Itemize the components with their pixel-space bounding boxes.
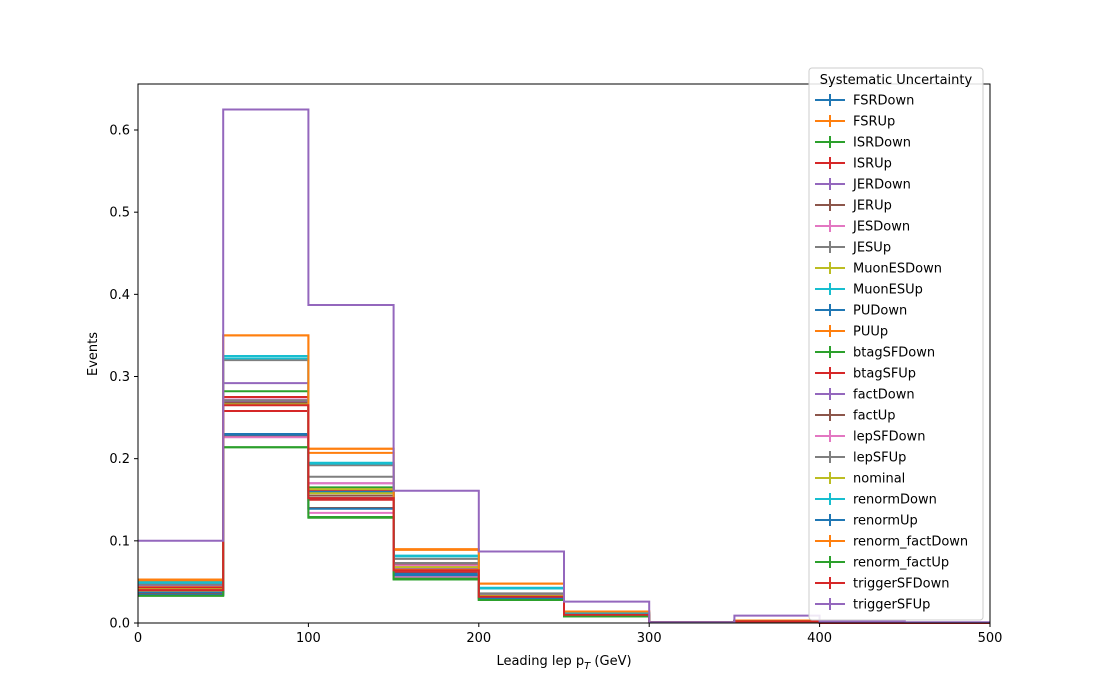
legend-label: nominal: [853, 472, 905, 487]
legend-entry-MuonESDown: MuonESDown: [815, 262, 942, 277]
legend: Systematic Uncertainty FSRDown FSRUp ISRDow…: [808, 67, 984, 621]
plot-frame: [137, 83, 991, 624]
legend-label: renormDown: [853, 493, 937, 508]
legend-label: FSRDown: [853, 94, 914, 109]
legend-label: lepSFDown: [853, 430, 925, 445]
legend-entry-triggerSFUp: triggerSFUp: [815, 598, 930, 613]
y-axis-label: Events: [86, 332, 101, 376]
y-tick-label: 0.3: [109, 370, 130, 385]
y-tick-label: 0.4: [109, 288, 130, 303]
legend-entry-ISRUp: ISRUp: [815, 157, 892, 172]
legend-label: JERDown: [852, 178, 911, 193]
x-tick-label: 0: [134, 631, 142, 646]
legend-label: renormUp: [853, 514, 918, 529]
legend-label: FSRUp: [853, 115, 895, 130]
legend-entry-renorm_factUp: renorm_factUp: [815, 556, 949, 571]
legend-entry-MuonESUp: MuonESUp: [815, 283, 923, 298]
legend-entry-PUUp: PUUp: [815, 325, 888, 340]
y-tick-label: 0.2: [109, 452, 130, 467]
legend-label: triggerSFUp: [853, 598, 930, 613]
legend-entry-JESDown: JESDown: [815, 220, 910, 235]
legend-label: renorm_factDown: [853, 535, 968, 550]
legend-label: btagSFUp: [853, 367, 916, 382]
x-axis-label: Leading lep pT (GeV): [496, 654, 631, 672]
x-tick-label: 300: [637, 631, 662, 646]
x-axis: 0 100 200 300 400 500: [134, 623, 1003, 646]
legend-entry-btagSFDown: btagSFDown: [815, 346, 935, 361]
legend-entry-renormDown: renormDown: [815, 493, 937, 508]
legend-label: MuonESDown: [853, 262, 942, 277]
legend-label: ISRDown: [853, 136, 911, 151]
legend-entry-nominal: nominal: [815, 472, 905, 487]
legend-label: PUDown: [853, 304, 907, 319]
legend-label: factDown: [853, 388, 915, 403]
legend-label: btagSFDown: [853, 346, 935, 361]
legend-label: JESDown: [852, 220, 910, 235]
legend-entry-JERUp: JERUp: [815, 199, 892, 214]
x-tick-label: 100: [296, 631, 321, 646]
y-tick-label: 0.1: [109, 534, 130, 549]
legend-title: Systematic Uncertainty: [820, 73, 973, 88]
legend-entry-triggerSFDown: triggerSFDown: [815, 577, 949, 592]
x-tick-label: 500: [978, 631, 1003, 646]
x-tick-label: 200: [466, 631, 491, 646]
legend-label: MuonESUp: [853, 283, 923, 298]
x-tick-label: 400: [807, 631, 832, 646]
legend-entry-JESUp: JESUp: [815, 241, 891, 256]
legend-entry-ISRDown: ISRDown: [815, 136, 911, 151]
legend-label: factUp: [853, 409, 896, 424]
legend-entry-FSRDown: FSRDown: [815, 94, 914, 109]
legend-entry-factUp: factUp: [815, 409, 896, 424]
legend-entry-FSRUp: FSRUp: [815, 115, 895, 130]
legend-entry-JERDown: JERDown: [815, 178, 911, 193]
legend-label: JESUp: [852, 241, 891, 256]
y-tick-label: 0.6: [109, 124, 130, 139]
legend-entry-lepSFUp: lepSFUp: [815, 451, 906, 466]
y-tick-label: 0.0: [109, 617, 130, 632]
y-axis: 0.0 0.1 0.2 0.3 0.4 0.5 0.6: [109, 124, 138, 632]
legend-label: ISRUp: [853, 157, 892, 172]
legend-box: [808, 67, 984, 621]
legend-label: triggerSFDown: [853, 577, 949, 592]
legend-entry-btagSFUp: btagSFUp: [815, 367, 916, 382]
legend-entry-PUDown: PUDown: [815, 304, 907, 319]
legend-entry-factDown: factDown: [815, 388, 915, 403]
y-tick-label: 0.5: [109, 206, 130, 221]
legend-label: renorm_factUp: [853, 556, 949, 571]
legend-label: PUUp: [853, 325, 888, 340]
legend-label: JERUp: [852, 199, 892, 214]
legend-entry-renormUp: renormUp: [815, 514, 918, 529]
legend-entry-renorm_factDown: renorm_factDown: [815, 535, 968, 550]
legend-label: lepSFUp: [853, 451, 906, 466]
legend-entry-lepSFDown: lepSFDown: [815, 430, 925, 445]
